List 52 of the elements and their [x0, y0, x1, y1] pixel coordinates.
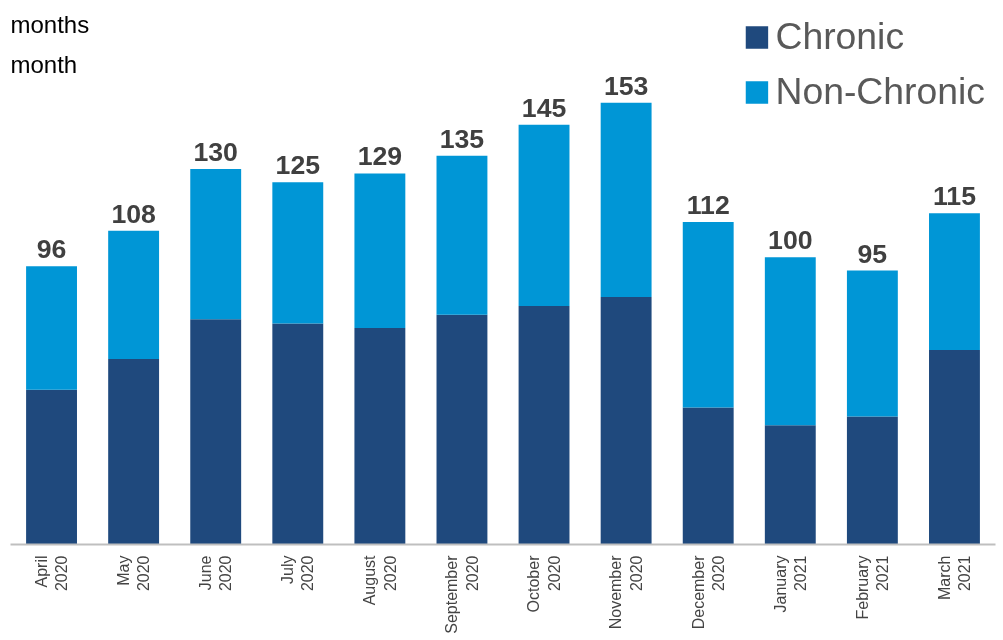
bar [26, 266, 77, 390]
x-tick-label: June 2020 [197, 555, 235, 592]
bar [764, 257, 816, 426]
annotation: 100 [768, 225, 813, 256]
annotation: 129 [357, 141, 403, 172]
bar [518, 124, 570, 306]
text: month [10, 50, 78, 78]
bar [190, 168, 242, 320]
bar [600, 297, 652, 545]
x-tick-label: September 2020 [443, 554, 481, 634]
x-tick-label: May 2020 [114, 555, 153, 592]
bar [354, 328, 406, 545]
x-tick-label: July 2020 [279, 555, 317, 592]
x-tick-label: January 2021 [771, 555, 809, 613]
annotation: 135 [439, 123, 485, 154]
x-tick-label: April 2020 [32, 555, 71, 592]
bar [108, 230, 160, 359]
bar [436, 314, 488, 545]
bar [272, 323, 324, 545]
bar [682, 221, 734, 408]
x-tick-label: November 2020 [607, 554, 645, 630]
annotation: 125 [275, 150, 321, 181]
bar [929, 350, 980, 545]
x-tick-label: October 2020 [525, 554, 563, 613]
legend-label: Chronic [775, 15, 905, 58]
annotation: 112 [686, 189, 730, 220]
bar [108, 358, 160, 545]
bar [272, 182, 324, 324]
annotation: 108 [111, 198, 156, 229]
bar [26, 389, 77, 545]
bar [764, 425, 816, 545]
annotation: 115 [932, 181, 977, 212]
annotation: 153 [603, 70, 649, 101]
bar [846, 270, 898, 417]
bar [929, 213, 980, 351]
bar [846, 416, 898, 545]
annotation: 145 [521, 92, 567, 123]
bar [682, 407, 734, 545]
x-tick-label: August 2020 [361, 554, 399, 606]
x-tick-label: March 2021 [935, 555, 974, 600]
annotation: 95 [857, 238, 888, 269]
bar [436, 155, 488, 315]
x-tick-label: February 2021 [853, 555, 892, 620]
x-tick-label: December 2020 [689, 554, 727, 630]
annotation: 130 [193, 136, 238, 167]
text: months [10, 10, 90, 38]
bar [600, 102, 652, 298]
bar [190, 319, 242, 545]
bar [518, 305, 570, 545]
bar [354, 173, 406, 329]
legend-label: Non-Chronic [775, 70, 985, 113]
annotation: 96 [36, 234, 67, 265]
